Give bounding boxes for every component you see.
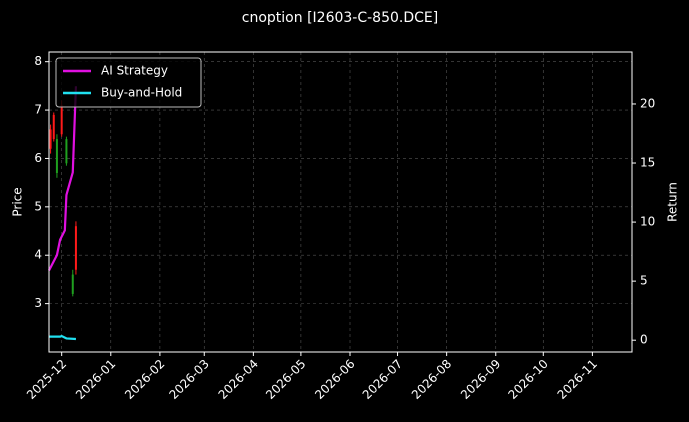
candle-body (52, 114, 55, 140)
y-axis-label: Price (11, 187, 25, 216)
legend-label: Buy-and-Hold (101, 86, 182, 100)
plot-frame (48, 51, 633, 353)
candle-body (60, 105, 63, 135)
y-tick-label: 3 (34, 296, 42, 310)
y-tick-label: 7 (34, 103, 42, 117)
y2-tick-label: 15 (640, 156, 655, 170)
legend-label: AI Strategy (101, 64, 168, 78)
candle-body (71, 274, 74, 294)
candle-body (74, 226, 77, 270)
y-tick-label: 4 (34, 248, 42, 262)
y2-axis-label: Return (666, 182, 680, 222)
candle-body (65, 139, 68, 164)
y-tick-label: 8 (34, 54, 42, 68)
y-tick-label: 6 (34, 151, 42, 165)
y2-tick-label: 5 (640, 274, 648, 288)
y2-tick-label: 10 (640, 215, 655, 229)
line-series (49, 334, 77, 341)
y-tick-label: 5 (34, 199, 42, 213)
chart-title: cnoption [I2603-C-850.DCE] (242, 10, 438, 26)
line-series (48, 86, 78, 272)
legend-box (55, 57, 202, 108)
y2-tick-label: 0 (640, 333, 648, 347)
candle-body (55, 139, 58, 173)
y2-tick-label: 20 (640, 96, 655, 110)
candle-body (49, 129, 52, 149)
